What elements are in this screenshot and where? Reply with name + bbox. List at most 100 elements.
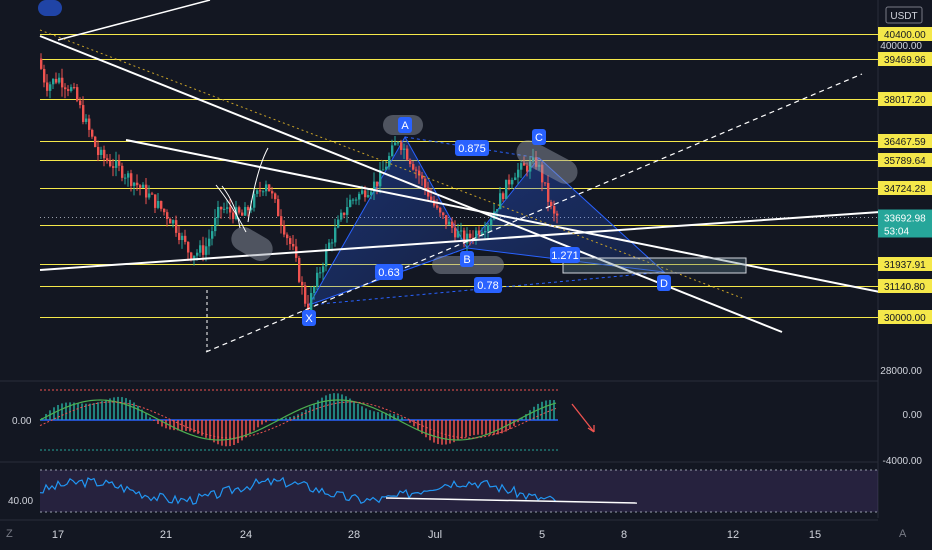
candle-body [91, 129, 94, 137]
candle-body [253, 193, 256, 208]
candle-body [199, 245, 202, 253]
candle-body [292, 243, 295, 247]
ratio-label: 0.63 [378, 267, 399, 279]
candle-body [382, 169, 385, 171]
candle-body [145, 184, 148, 198]
candle-body [196, 252, 199, 256]
candle-body [541, 164, 544, 183]
candle-body [544, 182, 547, 184]
candle-body [469, 233, 472, 238]
candle-body [133, 182, 136, 186]
time-axis[interactable]: 17 21 24 28 Jul 5 8 12 15 [52, 529, 821, 541]
rsi-line [39, 476, 557, 505]
candle-body [421, 175, 424, 179]
candle-body [211, 231, 214, 239]
pattern-labels: A B C D X 0.875 0.63 0.78 1.271 [302, 117, 671, 326]
price-level-label: 39469.96 [884, 55, 926, 66]
candle-body [370, 191, 373, 196]
candle-body [319, 272, 322, 274]
candle-body [127, 173, 130, 178]
candle-body [214, 217, 217, 232]
trend-line-support[interactable] [39, 211, 881, 271]
candle-body [124, 177, 127, 179]
price-tick: 28000.00 [880, 366, 922, 377]
ratio-label-bg [455, 140, 489, 156]
candle-body [373, 181, 376, 192]
candle-body [523, 163, 526, 166]
pattern-point-d: D [660, 278, 668, 290]
ratio-label: 1.271 [551, 250, 579, 262]
ratio-label-bg [474, 277, 502, 293]
candle-body [487, 225, 490, 232]
time-tick: Jul [428, 529, 442, 541]
candle-body [190, 252, 193, 260]
currency-label: USDT [890, 11, 917, 22]
pattern-point-c-bg [532, 129, 546, 145]
candle-body [496, 209, 499, 212]
candle-body [238, 207, 241, 213]
candle-body [553, 206, 556, 214]
candle-body [349, 199, 352, 208]
price-label-bg [878, 52, 932, 66]
bottom-left-corner-label[interactable]: Z [6, 528, 13, 540]
currency-badge [885, 6, 923, 24]
candle-body [46, 82, 49, 91]
candle-body [301, 281, 304, 286]
candle-body [241, 212, 244, 216]
osc-signal-line [39, 399, 557, 441]
target-zone-box[interactable] [562, 257, 747, 274]
rsi-trend-line[interactable] [385, 497, 638, 504]
auto-scale-button[interactable]: A [899, 528, 907, 540]
candle-body [478, 230, 481, 235]
price-label-bg [878, 279, 932, 293]
pattern-point-c: C [535, 132, 543, 144]
ratio-label: 0.875 [458, 143, 486, 155]
last-price-label: 33692.98 [884, 214, 926, 225]
candle-body [355, 199, 358, 201]
candle-body [169, 218, 172, 224]
candle-body [49, 84, 52, 91]
candle-body [256, 190, 259, 194]
bar-countdown: 53:04 [884, 227, 909, 238]
candle-body [82, 105, 85, 122]
candle-body [361, 190, 364, 194]
trend-line-middle[interactable] [125, 139, 881, 293]
candle-body [547, 183, 550, 202]
candle-body [58, 77, 61, 83]
candle-body [52, 78, 55, 85]
price-axis[interactable]: USDT 40000.00 28000.00 40400.00 39469.96 3801… [878, 6, 932, 377]
candle-body [388, 156, 391, 167]
candle-body [424, 178, 427, 188]
freehand-stroke [247, 147, 269, 223]
candle-body [202, 245, 205, 255]
candle-body [520, 163, 523, 170]
candle-body [484, 231, 487, 233]
candle-body [262, 191, 265, 193]
candle-body [310, 292, 313, 311]
rsi-pane: 40.00 [8, 469, 878, 513]
price-level-label: 35789.64 [884, 156, 926, 167]
price-label-bg [878, 92, 932, 106]
time-tick: 8 [621, 529, 627, 541]
candle-body [244, 207, 247, 216]
candle-body [265, 184, 268, 192]
trend-line-top[interactable] [57, 0, 211, 41]
candle-body [136, 182, 139, 186]
candle-body [289, 238, 292, 244]
dashed-channel-line[interactable] [205, 73, 863, 353]
candle-body [304, 285, 307, 304]
ratio-label-bg [550, 247, 580, 263]
candle-body [268, 184, 271, 192]
candle-body [106, 158, 109, 162]
candle-body [400, 142, 403, 150]
pattern-point-a: A [401, 120, 409, 132]
candle-body [160, 200, 163, 209]
candle-body [223, 208, 226, 210]
candle-body [259, 190, 262, 192]
candle-body [352, 199, 355, 201]
ratio-label-bg [375, 264, 403, 280]
candle-body [193, 255, 196, 260]
candle-body [511, 179, 514, 185]
candle-body [379, 170, 382, 187]
